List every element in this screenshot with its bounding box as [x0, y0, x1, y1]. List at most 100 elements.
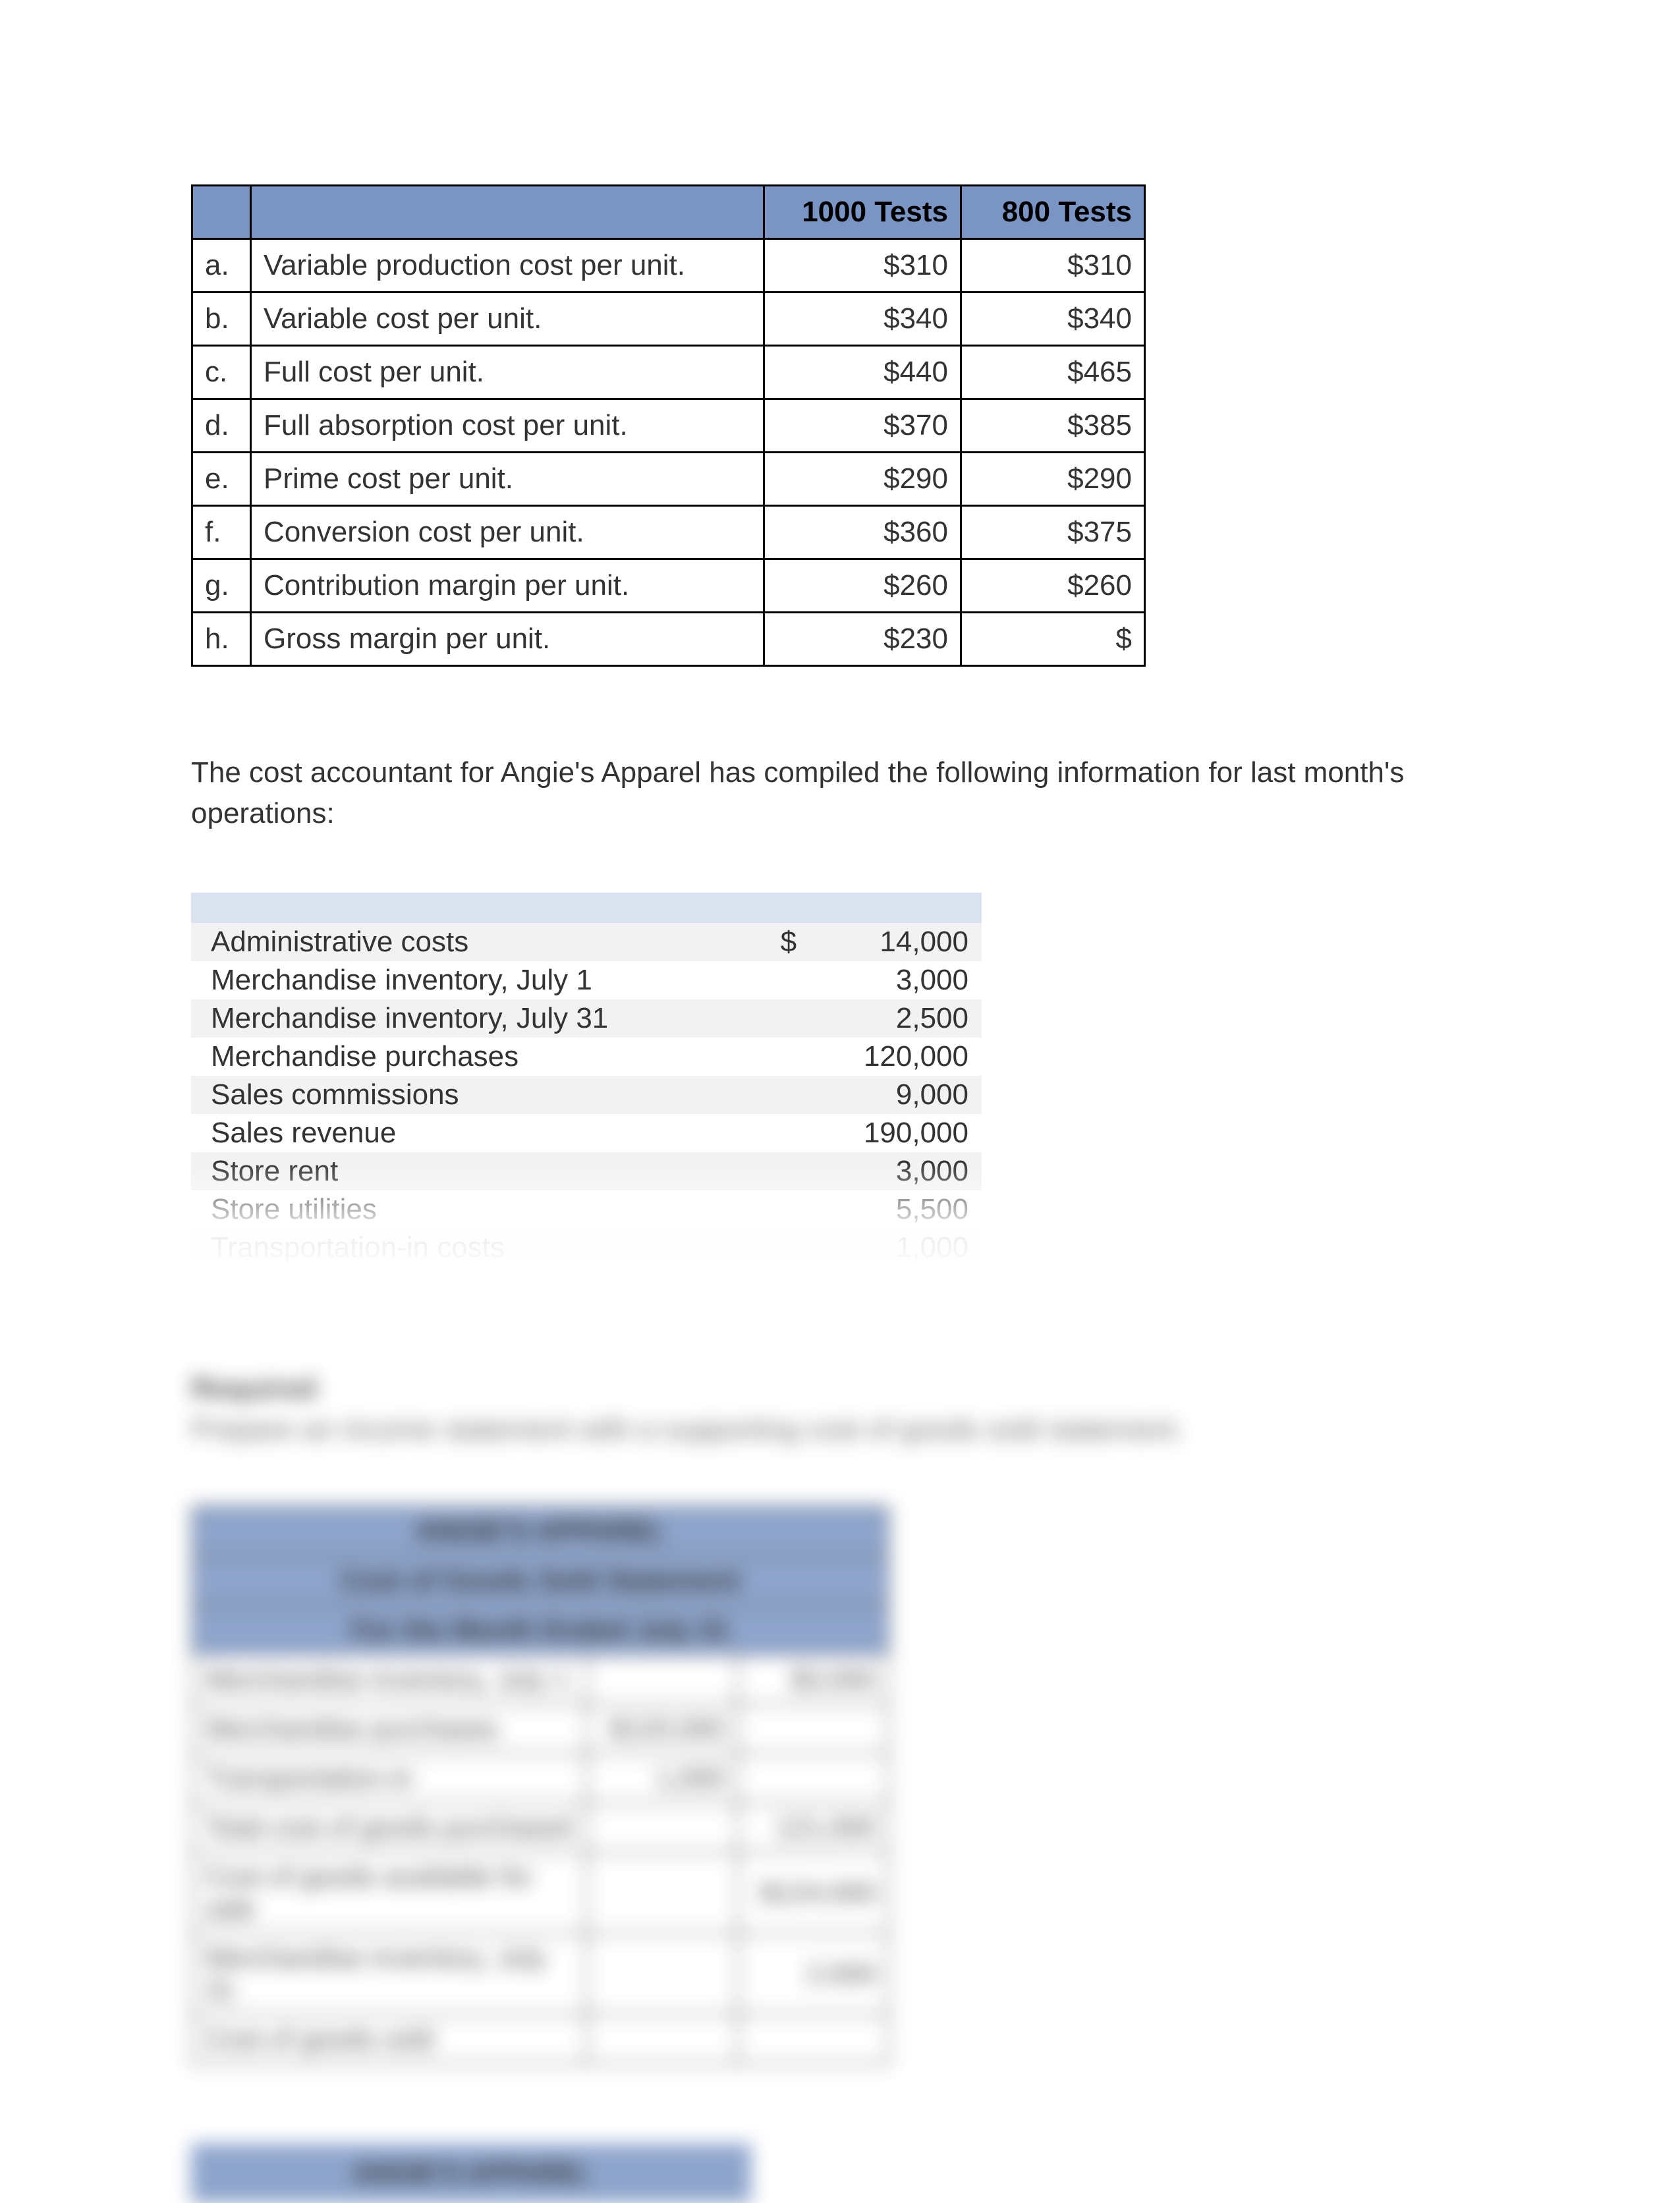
table-row: f. Conversion cost per unit. $360 $375 [192, 506, 1145, 559]
intro-paragraph: The cost accountant for Angie's Apparel … [191, 752, 1489, 833]
cogs-col-a [587, 1655, 738, 1704]
row-val-800: $260 [961, 559, 1145, 613]
cogs-desc: Transportation-in [192, 1754, 587, 1803]
ops-row: Sales commissions 9,000 [191, 1076, 982, 1114]
blurred-line: Prepare an income statement with a suppo… [191, 1413, 1489, 1446]
ops-currency-symbol [753, 1229, 803, 1267]
cogs-col-b: 2,500 [738, 1934, 889, 2015]
ops-value: 3,000 [803, 1152, 982, 1190]
blurred-banner: ANGIE'S APPAREL [191, 2144, 751, 2203]
row-desc: Full cost per unit. [251, 346, 764, 399]
operations-table-wrap: Administrative costs $ 14,000 Merchandis… [191, 893, 1489, 1267]
cost-table-header-1000: 1000 Tests [764, 186, 961, 239]
cost-table-header-blank2 [251, 186, 764, 239]
cogs-col-b [738, 1754, 889, 1803]
table-row: a. Variable production cost per unit. $3… [192, 239, 1145, 293]
cogs-col-b [738, 2015, 889, 2064]
table-row: e. Prime cost per unit. $290 $290 [192, 453, 1145, 506]
cost-table-header-blank1 [192, 186, 251, 239]
row-val-1000: $370 [764, 399, 961, 453]
row-desc: Gross margin per unit. [251, 613, 764, 666]
row-desc: Full absorption cost per unit. [251, 399, 764, 453]
row-val-800: $310 [961, 239, 1145, 293]
row-val-1000: $230 [764, 613, 961, 666]
ops-row: Merchandise inventory, July 31 2,500 [191, 999, 982, 1038]
cogs-col-b [738, 1704, 889, 1754]
row-letter: b. [192, 293, 251, 346]
row-val-800: $340 [961, 293, 1145, 346]
row-desc: Variable cost per unit. [251, 293, 764, 346]
cogs-row: Total cost of goods purchased 121,000 [192, 1803, 889, 1853]
cogs-col-a: $120,000 [587, 1704, 738, 1754]
cogs-row: Cost of goods sold [192, 2015, 889, 2064]
cogs-col-a [587, 1803, 738, 1853]
blurred-heading: Required [191, 1372, 1489, 1405]
row-desc: Prime cost per unit. [251, 453, 764, 506]
ops-label: Transportation-in costs [191, 1229, 753, 1267]
operations-table: Administrative costs $ 14,000 Merchandis… [191, 893, 982, 1267]
cogs-row: Transportation-in 1,000 [192, 1754, 889, 1803]
cogs-row: Merchandise purchases $120,000 [192, 1704, 889, 1754]
ops-value: 120,000 [803, 1038, 982, 1076]
row-val-800: $ [961, 613, 1145, 666]
ops-value: 3,000 [803, 961, 982, 999]
cogs-desc: Merchandise inventory, July 31 [192, 1934, 587, 2015]
cogs-desc: Merchandise purchases [192, 1704, 587, 1754]
ops-row: Transportation-in costs 1,000 [191, 1229, 982, 1267]
ops-value: 5,500 [803, 1190, 982, 1229]
row-desc: Contribution margin per unit. [251, 559, 764, 613]
cogs-col-b: $124,000 [738, 1853, 889, 1934]
row-val-1000: $440 [764, 346, 961, 399]
ops-label: Store rent [191, 1152, 753, 1190]
blurred-content-section: Required Prepare an income statement wit… [191, 1372, 1489, 2203]
cogs-col-b: $3,000 [738, 1655, 889, 1704]
ops-label: Merchandise inventory, July 1 [191, 961, 753, 999]
cogs-table: ANGIE'S APPAREL Cost of Goods Sold State… [191, 1505, 889, 2065]
ops-label: Store utilities [191, 1190, 753, 1229]
row-val-800: $375 [961, 506, 1145, 559]
row-letter: e. [192, 453, 251, 506]
row-val-800: $465 [961, 346, 1145, 399]
cogs-desc: Merchandise inventory, July 1 [192, 1655, 587, 1704]
document-page: 1000 Tests 800 Tests a. Variable product… [0, 0, 1680, 2174]
ops-value: 9,000 [803, 1076, 982, 1114]
cogs-col-a: 1,000 [587, 1754, 738, 1803]
row-letter: a. [192, 239, 251, 293]
row-letter: g. [192, 559, 251, 613]
row-letter: d. [192, 399, 251, 453]
cost-table-body: a. Variable production cost per unit. $3… [192, 239, 1145, 666]
row-val-800: $385 [961, 399, 1145, 453]
row-val-1000: $310 [764, 239, 961, 293]
ops-row: Store utilities 5,500 [191, 1190, 982, 1229]
ops-currency-symbol [753, 999, 803, 1038]
ops-row: Store rent 3,000 [191, 1152, 982, 1190]
ops-value: 14,000 [803, 923, 982, 961]
ops-currency-symbol [753, 1152, 803, 1190]
ops-row: Sales revenue 190,000 [191, 1114, 982, 1152]
row-val-1000: $340 [764, 293, 961, 346]
cost-per-unit-table: 1000 Tests 800 Tests a. Variable product… [191, 184, 1146, 667]
ops-label: Sales commissions [191, 1076, 753, 1114]
table-row: c. Full cost per unit. $440 $465 [192, 346, 1145, 399]
ops-row: Administrative costs $ 14,000 [191, 923, 982, 961]
ops-header-spacer [191, 893, 982, 923]
cogs-desc: Cost of goods sold [192, 2015, 587, 2064]
cogs-title-2: Cost of Goods Sold Statement [192, 1556, 889, 1605]
ops-currency-symbol [753, 1038, 803, 1076]
row-val-1000: $260 [764, 559, 961, 613]
cost-table-header-800: 800 Tests [961, 186, 1145, 239]
cogs-row: Cost of goods available for sale $124,00… [192, 1853, 889, 1934]
cogs-title-1: ANGIE'S APPAREL [192, 1507, 889, 1556]
ops-label: Merchandise inventory, July 31 [191, 999, 753, 1038]
ops-label: Sales revenue [191, 1114, 753, 1152]
ops-label: Administrative costs [191, 923, 753, 961]
ops-currency-symbol [753, 1190, 803, 1229]
cogs-desc: Total cost of goods purchased [192, 1803, 587, 1853]
table-row: g. Contribution margin per unit. $260 $2… [192, 559, 1145, 613]
cogs-col-a [587, 1934, 738, 2015]
cogs-col-a [587, 1853, 738, 1934]
row-val-1000: $290 [764, 453, 961, 506]
cogs-row: Merchandise inventory, July 1 $3,000 [192, 1655, 889, 1704]
row-letter: f. [192, 506, 251, 559]
ops-label: Merchandise purchases [191, 1038, 753, 1076]
